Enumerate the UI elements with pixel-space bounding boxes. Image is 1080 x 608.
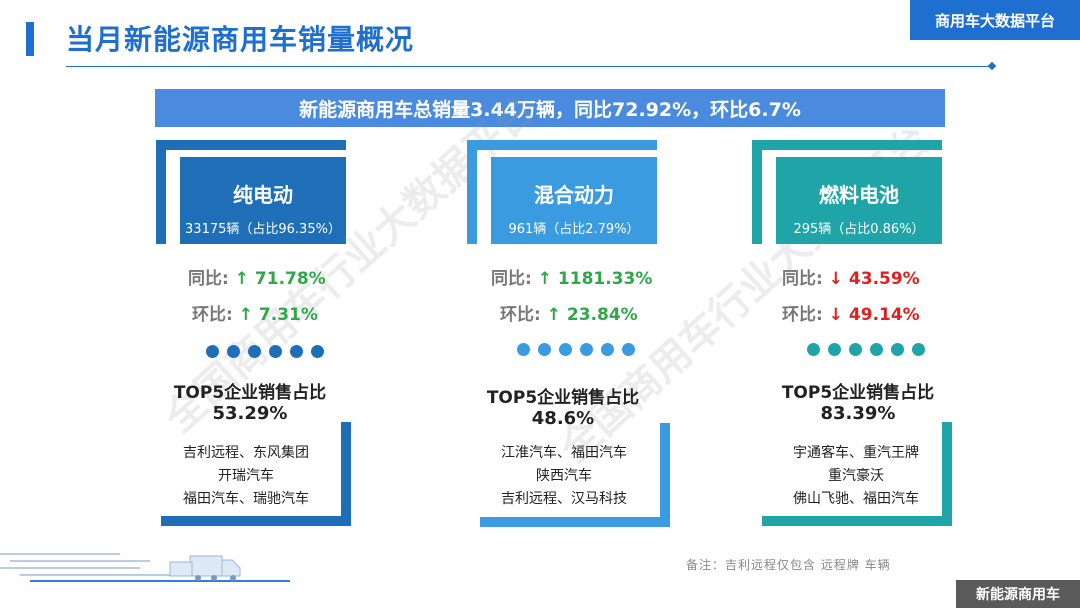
category-box: 燃料电池 295辆（占比0.86%） <box>776 157 942 244</box>
category-column-hybrid: 混合动力 961辆（占比2.79%） 同比: ↑ 1181.33% 环比: ↑ … <box>467 140 670 530</box>
category-name: 混合动力 <box>534 183 614 207</box>
yoy-label: 同比: <box>188 269 229 289</box>
company-list: 吉利远程、东风集团 开瑞汽车 福田汽车、瑞驰汽车 <box>156 442 336 511</box>
arrow-up-icon: ↑ <box>546 305 561 325</box>
dot <box>517 343 530 356</box>
category-column-fuel-cell: 燃料电池 295辆（占比0.86%） 同比: ↓ 43.59% 环比: ↓ 49… <box>752 140 952 530</box>
yoy-stat: 同比: ↓ 43.59% <box>782 264 920 289</box>
dot <box>807 343 820 356</box>
dot <box>538 343 551 356</box>
arrow-up-icon: ↑ <box>238 305 253 325</box>
dot <box>311 345 324 358</box>
arrow-up-icon: ↑ <box>537 269 552 289</box>
page-title: 当月新能源商用车销量概况 <box>66 23 415 56</box>
dot <box>601 343 614 356</box>
mom-label: 环比: <box>782 305 823 325</box>
summary-banner: 新能源商用车总销量3.44万辆，同比72.92%，环比6.7% <box>155 89 945 127</box>
mom-stat: 环比: ↓ 49.14% <box>782 300 920 325</box>
title-accent-bar <box>26 22 34 56</box>
category-column-bev: 纯电动 33175辆（占比96.35%） 同比: ↑ 71.78% 环比: ↑ … <box>156 140 356 530</box>
yoy-label: 同比: <box>491 269 532 289</box>
category-frame <box>467 140 657 244</box>
dot <box>912 343 925 356</box>
company-line: 吉利远程、汉马科技 <box>501 491 627 507</box>
category-box: 纯电动 33175辆（占比96.35%） <box>180 157 346 244</box>
mom-stat: 环比: ↑ 23.84% <box>500 300 638 325</box>
dot <box>206 345 219 358</box>
dot <box>891 343 904 356</box>
company-list: 江淮汽车、福田汽车 陕西汽车 吉利远程、汉马科技 <box>474 442 654 511</box>
mom-label: 环比: <box>500 305 541 325</box>
dot-row <box>517 343 635 356</box>
yoy-stat: 同比: ↑ 1181.33% <box>491 264 652 289</box>
yoy-value: 71.78% <box>254 269 326 289</box>
company-line: 福田汽车、瑞驰汽车 <box>183 491 309 507</box>
yoy-label: 同比: <box>782 269 823 289</box>
company-frame <box>161 422 351 526</box>
mom-value: 7.31% <box>258 305 318 325</box>
company-frame <box>762 422 952 526</box>
dot <box>828 343 841 356</box>
dot-row <box>807 343 925 356</box>
truck-decoration-icon <box>0 553 290 582</box>
company-list: 宇通客车、重汽王牌 重汽豪沃 佛山飞驰、福田汽车 <box>766 442 946 511</box>
company-line: 开瑞汽车 <box>218 468 274 484</box>
company-frame <box>480 423 670 527</box>
company-line: 佛山飞驰、福田汽车 <box>793 491 919 507</box>
company-line: 重汽豪沃 <box>828 468 884 484</box>
arrow-up-icon: ↑ <box>234 269 249 289</box>
dot <box>580 343 593 356</box>
yoy-stat: 同比: ↑ 71.78% <box>188 264 326 289</box>
dot <box>227 345 240 358</box>
top5-percentage: 48.6% <box>531 408 595 429</box>
yoy-value: 43.59% <box>848 269 920 289</box>
top5-percentage: 83.39% <box>820 403 896 424</box>
footnote: 备注：吉利远程仅包含 远程牌 车辆 <box>686 558 891 572</box>
dot <box>269 345 282 358</box>
header-divider-end <box>987 61 997 71</box>
top5-block: TOP5企业销售占比 53.29% <box>150 378 350 424</box>
top5-block: TOP5企业销售占比 48.6% <box>463 383 663 429</box>
category-frame <box>156 140 346 244</box>
category-count: 33175辆（占比96.35%） <box>185 222 341 237</box>
top5-title: TOP5企业销售占比 <box>486 388 640 408</box>
company-line: 宇通客车、重汽王牌 <box>793 445 919 461</box>
header-divider <box>66 66 992 67</box>
mom-value: 49.14% <box>848 305 920 325</box>
top5-percentage: 53.29% <box>212 403 288 424</box>
mom-label: 环比: <box>192 305 233 325</box>
company-line: 江淮汽车、福田汽车 <box>501 445 627 461</box>
dot <box>622 343 635 356</box>
dot-row <box>206 345 324 358</box>
company-line: 吉利远程、东风集团 <box>183 445 309 461</box>
dot <box>290 345 303 358</box>
top5-block: TOP5企业销售占比 83.39% <box>758 378 958 424</box>
company-line: 陕西汽车 <box>536 468 592 484</box>
arrow-down-icon: ↓ <box>828 269 843 289</box>
mom-stat: 环比: ↑ 7.31% <box>192 300 318 325</box>
yoy-value: 1181.33% <box>557 269 653 289</box>
mom-value: 23.84% <box>566 305 638 325</box>
dot <box>870 343 883 356</box>
category-frame <box>752 140 942 244</box>
category-name: 纯电动 <box>233 183 293 207</box>
category-count: 961辆（占比2.79%） <box>508 222 640 237</box>
footer-badge: 新能源商用车 <box>956 580 1080 608</box>
top5-title: TOP5企业销售占比 <box>173 383 327 403</box>
dot <box>248 345 261 358</box>
category-name: 燃料电池 <box>819 183 899 207</box>
arrow-down-icon: ↓ <box>828 305 843 325</box>
brand-badge: 商用车大数据平台 <box>910 0 1080 40</box>
dot <box>849 343 862 356</box>
dot <box>559 343 572 356</box>
category-box: 混合动力 961辆（占比2.79%） <box>491 157 657 244</box>
category-count: 295辆（占比0.86%） <box>793 222 925 237</box>
top5-title: TOP5企业销售占比 <box>781 383 935 403</box>
